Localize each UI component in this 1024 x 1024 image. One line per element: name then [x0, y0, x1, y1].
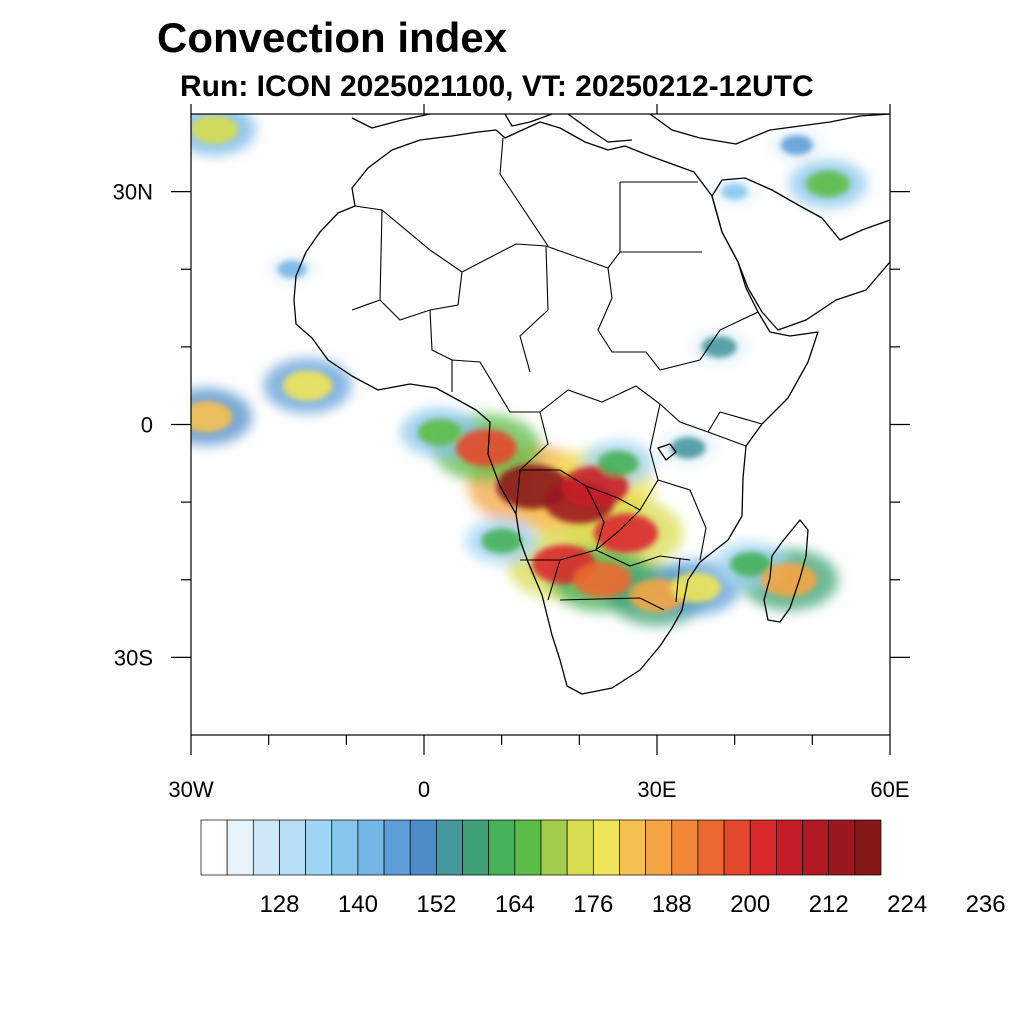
- field-core: [780, 135, 813, 155]
- colorbar-swatch: [697, 819, 725, 876]
- lat-tick-label: 0: [141, 413, 153, 438]
- lat-tick-label: 30S: [114, 645, 153, 670]
- field-core: [805, 170, 850, 198]
- colorbar-label: 128: [259, 891, 299, 918]
- field-core: [761, 562, 817, 597]
- colorbar-swatch: [828, 819, 856, 876]
- colorbar-swatch: [409, 819, 437, 876]
- field-core: [729, 551, 771, 577]
- colorbar-swatch: [331, 819, 359, 876]
- field-core: [701, 336, 737, 358]
- chart-subtitle: Run: ICON 2025021100, VT: 20250212-12UTC: [180, 70, 814, 103]
- country-borders: [351, 137, 763, 611]
- field-core: [573, 561, 632, 598]
- field-core: [670, 572, 721, 603]
- colorbar-swatch: [226, 819, 254, 876]
- lon-tick-label: 60E: [870, 777, 909, 802]
- colorbar-label: 236: [966, 891, 1006, 918]
- colorbar-swatch: [279, 819, 306, 876]
- lake-victoria: [657, 443, 677, 461]
- colorbar-swatch: [566, 819, 594, 876]
- colorbar-swatch: [357, 819, 385, 876]
- colorbar-swatch: [305, 819, 333, 876]
- field-core: [481, 528, 523, 554]
- colorbar-label: 212: [809, 891, 849, 918]
- colorbar-swatch: [749, 819, 777, 876]
- field-core: [282, 370, 333, 401]
- colorbar: 128 140 152 164 176 188 200 212 224 236: [200, 819, 1006, 918]
- lat-tick-label: 30N: [113, 180, 153, 205]
- colorbar-label: 164: [495, 891, 535, 918]
- field-core: [721, 183, 748, 200]
- field-core: [191, 115, 238, 144]
- field-core: [670, 437, 706, 459]
- field-core: [593, 513, 658, 553]
- colorbar-label: 224: [887, 891, 927, 918]
- field-core: [561, 466, 629, 508]
- colorbar-swatch: [462, 819, 490, 876]
- colorbar-label: 176: [573, 891, 613, 918]
- colorbar-label: 140: [338, 891, 378, 918]
- field-core: [191, 401, 233, 433]
- lon-tick-label: 30W: [168, 777, 213, 802]
- field-core: [455, 429, 517, 467]
- colorbar-swatch: [540, 819, 568, 876]
- lon-tick-label: 0: [418, 777, 430, 802]
- colorbar-swatch: [200, 819, 228, 876]
- axis-ticks: [171, 104, 910, 755]
- arabian-peninsula-coastline: [711, 177, 890, 331]
- colorbar-swatch: [514, 819, 542, 876]
- axis-tick-labels: 30W 0 30E 60E 30N 0 30S: [113, 180, 910, 802]
- colorbar-label: 152: [416, 891, 456, 918]
- colorbar-swatch: [645, 819, 673, 876]
- field-core: [597, 450, 639, 476]
- colorbar-swatch: [776, 819, 803, 876]
- colorbar-swatch: [723, 819, 751, 876]
- field-layer: [191, 114, 890, 735]
- chart-title: Convection index: [157, 14, 508, 61]
- coastlines: [293, 114, 890, 695]
- colorbar-label: 200: [730, 891, 770, 918]
- colorbar-swatch: [802, 819, 830, 876]
- africa-coastline: [293, 121, 819, 695]
- colorbar-label: 188: [652, 891, 692, 918]
- colorbar-swatch: [592, 819, 620, 876]
- colorbar-swatch: [854, 819, 882, 876]
- field-core: [629, 578, 685, 613]
- colorbar-swatch: [252, 819, 280, 876]
- madagascar-coastline: [763, 519, 809, 623]
- colorbar-swatch: [488, 819, 516, 876]
- colorbar-swatch: [671, 819, 699, 876]
- colorbar-swatch: [619, 819, 646, 876]
- mediterranean-europe-coastline: [351, 114, 890, 145]
- colorbar-swatch: [436, 819, 463, 876]
- field-core: [417, 418, 462, 446]
- field-core: [277, 260, 307, 279]
- colorbar-swatch: [383, 819, 411, 876]
- lon-tick-label: 30E: [637, 777, 676, 802]
